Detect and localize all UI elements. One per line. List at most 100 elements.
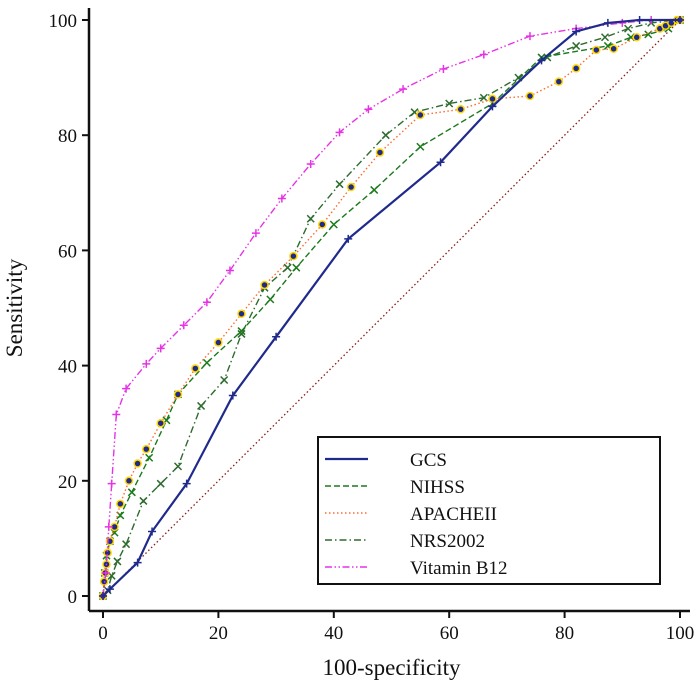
data-point-gcs: [436, 158, 445, 167]
data-point-nrs2002: [283, 263, 292, 272]
data-point-apacheii: [116, 499, 125, 509]
data-point-nihss: [292, 263, 301, 272]
data-point-apacheii: [237, 309, 246, 319]
series-line-nrs2002: [102, 19, 681, 597]
data-point-apacheii: [554, 77, 564, 86]
data-point-gcs: [572, 27, 581, 36]
data-point-vitamin-b12: [306, 160, 315, 168]
data-point-vitamin-b12: [112, 410, 121, 419]
series-line-apacheii: [102, 19, 680, 597]
legend-label-apacheii: APACHEII: [410, 504, 497, 525]
data-point-nrs2002: [479, 93, 488, 102]
series-gcs: [99, 16, 684, 600]
data-point-apacheii: [156, 418, 165, 428]
legend-label-gcs: GCS: [410, 450, 447, 471]
data-point-nihss: [237, 327, 246, 336]
data-point-nrs2002: [600, 33, 610, 42]
data-point-vitamin-b12: [251, 229, 260, 238]
y-tick-label: 40: [58, 357, 77, 378]
data-point-gcs: [99, 592, 107, 600]
data-point-nrs2002: [156, 479, 165, 488]
data-point-apacheii: [416, 110, 425, 120]
y-tick-label: 20: [58, 472, 77, 493]
y-tick-label: 80: [58, 126, 77, 147]
x-tick-label: 80: [555, 623, 574, 644]
data-point-apacheii: [191, 364, 200, 373]
data-point-apacheii: [133, 459, 142, 468]
data-point-nihss: [370, 185, 379, 194]
x-tick-label: 40: [324, 623, 343, 644]
data-point-apacheii: [571, 64, 581, 73]
data-point-vitamin-b12: [525, 32, 534, 41]
data-point-vitamin-b12: [156, 344, 165, 353]
legend-box: [317, 436, 661, 585]
legend-label-nihss: NIHSS: [410, 477, 465, 498]
data-point-apacheii: [214, 338, 223, 347]
data-point-vitamin-b12: [142, 359, 151, 368]
data-point-nrs2002: [237, 329, 246, 338]
data-point-gcs: [537, 56, 546, 65]
y-axis-label: Sensitivity: [2, 258, 27, 357]
data-point-nihss: [145, 453, 154, 462]
legend-label-nrs2002: NRS2002: [410, 531, 485, 552]
data-point-apacheii: [260, 280, 269, 290]
axes: 0 20 40 60 80 100 0 20 40 60 80 100: [49, 8, 695, 644]
data-point-vitamin-b12: [364, 105, 373, 114]
data-point-gcs: [272, 332, 281, 341]
data-point-apacheii: [173, 390, 183, 399]
data-point-gcs: [635, 16, 644, 24]
data-point-vitamin-b12: [399, 85, 408, 94]
data-point-nihss: [416, 142, 425, 151]
data-point-apacheii: [488, 94, 497, 104]
data-point-vitamin-b12: [277, 194, 286, 203]
y-tick-label: 100: [49, 11, 78, 32]
data-point-apacheii: [346, 182, 356, 192]
data-point-nrs2002: [624, 24, 633, 33]
y-tick-label: 0: [68, 587, 78, 608]
data-point-vitamin-b12: [439, 64, 448, 73]
data-point-nihss: [202, 358, 211, 367]
data-point-vitamin-b12: [179, 321, 188, 330]
series-lines: [98, 15, 685, 601]
x-tick-label: 60: [440, 623, 459, 644]
x-axis-label: 100-specificity: [323, 655, 461, 680]
data-point-vitamin-b12: [202, 298, 211, 307]
data-point-gcs: [148, 527, 157, 536]
data-point-vitamin-b12: [335, 128, 344, 137]
data-point-apacheii: [609, 44, 618, 54]
data-point-vitamin-b12: [104, 522, 113, 531]
data-point-apacheii: [456, 105, 465, 114]
data-point-gcs: [344, 234, 353, 243]
data-point-nrs2002: [445, 99, 454, 108]
legend: GCS NIHSS APACHEII NRS2002 Vitamin B12: [317, 436, 661, 585]
data-point-gcs: [228, 391, 237, 400]
data-point-gcs: [105, 585, 114, 594]
data-point-apacheii: [124, 476, 134, 486]
series-line-vitamin-b12: [102, 19, 680, 597]
data-point-apacheii: [142, 444, 151, 454]
x-tick-label: 0: [98, 623, 108, 644]
data-point-gcs: [133, 558, 142, 567]
data-point-nrs2002: [139, 496, 148, 505]
data-point-apacheii: [375, 148, 385, 157]
data-point-gcs: [603, 18, 612, 27]
data-point-nrs2002: [173, 462, 183, 471]
data-point-apacheii: [318, 220, 327, 229]
legend-label-vitamin-b12: Vitamin B12: [410, 558, 508, 579]
data-point-gcs: [676, 16, 684, 24]
data-point-apacheii: [632, 33, 641, 42]
data-point-vitamin-b12: [122, 384, 131, 393]
data-point-apacheii: [592, 45, 601, 55]
x-tick-label: 20: [209, 623, 228, 644]
y-tick-label: 60: [58, 241, 77, 262]
data-point-nrs2002: [335, 180, 344, 189]
data-point-nrs2002: [122, 540, 131, 549]
data-point-apacheii: [525, 91, 535, 101]
data-point-nrs2002: [381, 131, 390, 140]
data-point-vitamin-b12: [101, 568, 110, 577]
data-point-nihss: [127, 488, 136, 497]
data-point-nihss: [266, 295, 275, 304]
data-point-vitamin-b12: [225, 266, 234, 275]
x-tick-label: 100: [666, 623, 695, 644]
